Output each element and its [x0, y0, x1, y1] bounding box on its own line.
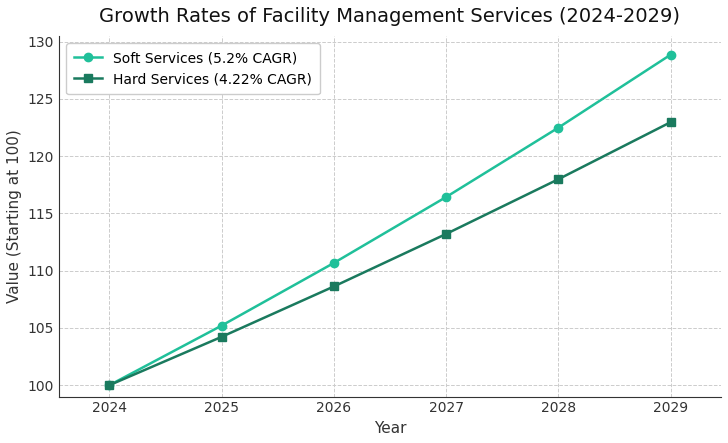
Soft Services (5.2% CAGR) [105, 382, 114, 388]
Hard Services (4.22% CAGR) [105, 382, 114, 388]
Soft Services (5.2% CAGR) [666, 52, 675, 58]
Hard Services (4.22% CAGR) [217, 334, 226, 339]
Title: Growth Rates of Facility Management Services (2024-2029): Growth Rates of Facility Management Serv… [100, 7, 681, 26]
Line: Hard Services (4.22% CAGR): Hard Services (4.22% CAGR) [106, 118, 675, 389]
Y-axis label: Value (Starting at 100): Value (Starting at 100) [7, 129, 22, 303]
X-axis label: Year: Year [373, 421, 406, 436]
Soft Services (5.2% CAGR) [442, 194, 451, 200]
Soft Services (5.2% CAGR) [217, 323, 226, 328]
Line: Soft Services (5.2% CAGR): Soft Services (5.2% CAGR) [106, 51, 675, 389]
Hard Services (4.22% CAGR) [666, 120, 675, 125]
Legend: Soft Services (5.2% CAGR), Hard Services (4.22% CAGR): Soft Services (5.2% CAGR), Hard Services… [66, 43, 320, 94]
Soft Services (5.2% CAGR) [554, 125, 563, 130]
Soft Services (5.2% CAGR) [330, 260, 339, 266]
Hard Services (4.22% CAGR) [442, 231, 451, 237]
Hard Services (4.22% CAGR) [554, 177, 563, 182]
Hard Services (4.22% CAGR) [330, 284, 339, 289]
